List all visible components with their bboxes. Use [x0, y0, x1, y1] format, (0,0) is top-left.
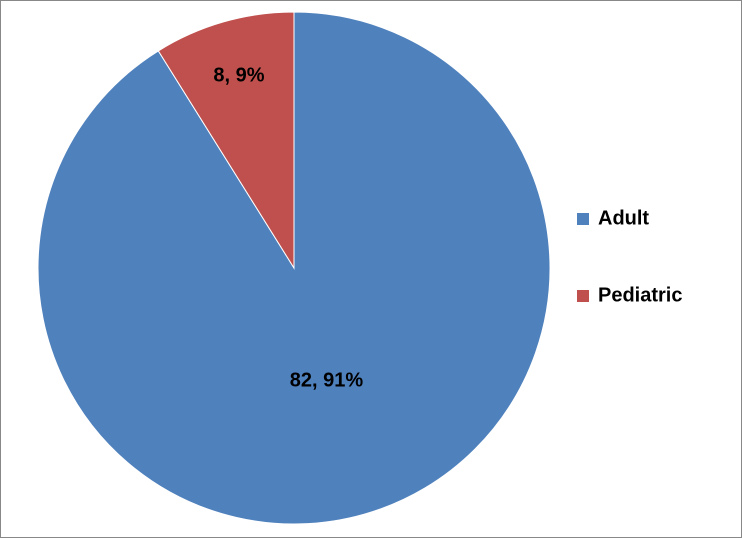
pie-slice [157, 11, 295, 270]
legend-label: Adult [598, 207, 649, 229]
legend-label: Pediatric [598, 284, 682, 306]
legend-swatch [577, 213, 589, 225]
legend-swatch [577, 290, 589, 302]
data-label: 8, 9% [213, 64, 264, 86]
data-label: 82, 91% [290, 369, 364, 391]
